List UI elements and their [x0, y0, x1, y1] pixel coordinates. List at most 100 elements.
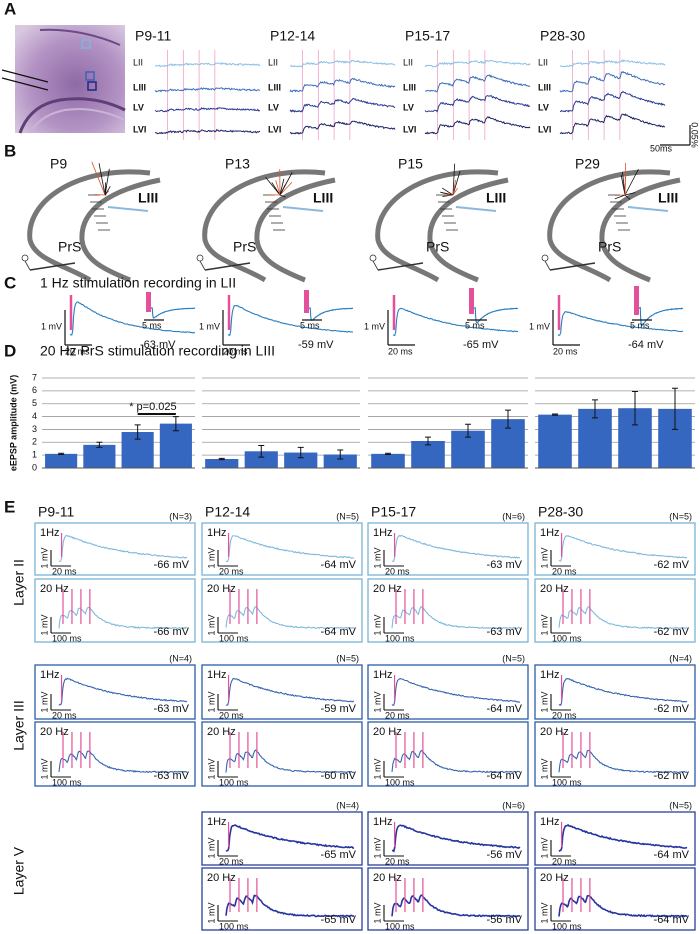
recording-box [534, 578, 696, 643]
stimulus-label: 20 Hz [373, 583, 402, 595]
bar [284, 452, 318, 468]
epsp-trace [558, 678, 688, 706]
recording-box [534, 867, 696, 931]
epsp-trace [225, 606, 355, 630]
recording-pipette [627, 206, 669, 212]
layer-label: LV [133, 102, 144, 112]
membrane-potential: -65 mV [321, 849, 357, 861]
neuron [452, 163, 456, 196]
stimulus-label: 1Hz [40, 669, 60, 681]
neuron [279, 181, 293, 196]
calcium-trace [424, 94, 531, 113]
stimulus-label: 1Hz [540, 816, 560, 828]
layer-label: LVI [268, 124, 281, 134]
calcium-trace [154, 107, 261, 113]
error-bar [58, 452, 65, 455]
n-label: (N=4) [169, 653, 192, 663]
stimulus-artifact [146, 292, 151, 312]
stimulus-label: 20 Hz [207, 583, 236, 595]
layer-label: LIII [538, 82, 551, 92]
membrane-potential: -62 mV [654, 559, 690, 571]
scale-label: 1 mV [364, 321, 385, 331]
scale-label: 1 mV [206, 902, 216, 923]
scale-label: 100 ms [385, 921, 415, 931]
scale-label: 1 mV [372, 758, 382, 779]
scale-label: 1 mV [372, 614, 382, 635]
layer-label: LIII [138, 190, 158, 206]
stimulus-artifact [634, 286, 639, 315]
scale-label: 1 mV [39, 691, 49, 712]
scale-label: 1 mV [372, 902, 382, 923]
layer-label: LIII [486, 190, 506, 206]
recording-box [367, 522, 529, 576]
bar [578, 408, 612, 468]
calcium-trace [559, 90, 666, 113]
recording-box [201, 578, 363, 643]
neuron [452, 179, 456, 196]
n-label: (N=4) [336, 800, 359, 810]
panel-title: 1 Hz stimulation recording in LII [40, 275, 236, 291]
scale-label: 1 mV [39, 547, 49, 568]
brain-outline [427, 177, 509, 283]
membrane-potential: -60 mV [321, 770, 357, 782]
y-tick-label: 4 [32, 411, 37, 421]
calcium-trace [559, 70, 666, 93]
scale-label: 1 mV [206, 547, 216, 568]
histology-image [1, 25, 126, 134]
age-label: P13 [225, 156, 250, 172]
y-tick-label: 6 [32, 385, 37, 395]
stim-electrode [196, 254, 204, 262]
neuron [98, 163, 106, 196]
n-label: (N=5) [336, 653, 359, 663]
error-bar [592, 399, 598, 419]
n-label: (N=6) [502, 800, 525, 810]
layer-label: LVI [133, 124, 146, 134]
epsp-trace [226, 677, 354, 706]
y-tick-label: 7 [32, 372, 37, 382]
scale-label: 100 ms [385, 777, 415, 787]
membrane-potential: -59 mV [321, 703, 357, 715]
membrane-potential: -65 mV [321, 914, 357, 926]
scale-label: 5 ms [300, 320, 320, 330]
layer-label: LII [268, 57, 278, 67]
membrane-potential: -64 mV [321, 626, 357, 638]
membrane-potential: -62 mV [654, 626, 690, 638]
scale-label: 1 mV [206, 837, 216, 858]
y-tick-label: 5 [32, 398, 37, 408]
epsp-trace [392, 824, 521, 853]
membrane-potential: -64 mV [321, 559, 357, 571]
error-bar [297, 446, 304, 459]
recording-pipette [282, 206, 324, 212]
stimulus-label: 1Hz [207, 816, 227, 828]
stimulus-label: 20 Hz [40, 726, 69, 738]
epsp-trace [225, 824, 355, 852]
scale-label: 20 ms [552, 710, 577, 720]
bar [45, 453, 78, 468]
stimulus-label: 20 Hz [540, 726, 569, 738]
stim-electrode [544, 260, 551, 271]
stim-electrode [199, 260, 206, 271]
recording-box [367, 721, 529, 787]
scale-label: 1 mV [539, 691, 549, 712]
group-title: P9-11 [135, 28, 172, 44]
column-title: P15-17 [371, 504, 416, 520]
n-label: (N=5) [336, 511, 359, 521]
calcium-trace [424, 116, 531, 135]
scale-label: 5 ms [630, 320, 650, 330]
layer-label: LIII [268, 82, 281, 92]
y-tick-label: 3 [32, 424, 37, 434]
membrane-potential: -66 mV [154, 559, 190, 571]
membrane-potential: -64 mV [487, 770, 523, 782]
n-label: (N=5) [669, 800, 692, 810]
recording-box [201, 664, 363, 720]
scale-label: 100 ms [219, 777, 249, 787]
significance-label: * p=0.025 [129, 401, 176, 413]
scale-label: 100 ms [52, 777, 82, 787]
panel-title: 20 Hz PrS stimulation recording in LIII [40, 343, 275, 359]
stimulus-label: 20 Hz [207, 726, 236, 738]
layer-label: LV [403, 102, 414, 112]
recording-box [201, 867, 363, 931]
region-label: PrS [426, 239, 449, 255]
n-label: (N=5) [502, 653, 525, 663]
membrane-potential: -62 mV [654, 703, 690, 715]
